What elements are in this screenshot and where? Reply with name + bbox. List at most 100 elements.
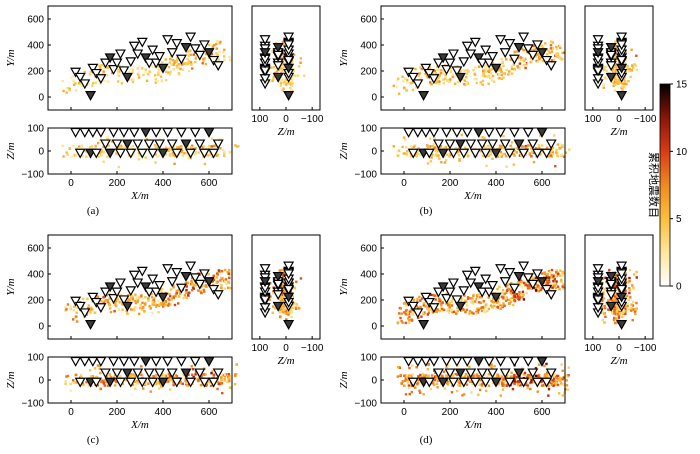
event-point — [449, 78, 452, 81]
station-marker — [111, 368, 123, 379]
event-point — [157, 304, 161, 307]
event-point — [177, 146, 180, 149]
station-marker — [175, 54, 187, 65]
event-point — [463, 294, 466, 297]
event-point — [403, 379, 407, 383]
event-point — [190, 144, 194, 148]
station-marker — [423, 68, 435, 79]
event-point — [450, 391, 454, 394]
event-point — [436, 386, 439, 389]
event-point — [168, 388, 172, 391]
event-point — [107, 65, 110, 69]
event-point — [200, 383, 203, 387]
station-marker — [473, 127, 485, 138]
event-point — [203, 162, 207, 166]
event-point — [448, 305, 451, 308]
event-point — [465, 308, 469, 312]
event-point — [526, 375, 529, 379]
x-tick-label: 200 — [442, 178, 459, 189]
event-point — [186, 384, 189, 387]
event-point — [624, 312, 627, 316]
event-point — [631, 284, 634, 287]
event-point — [283, 83, 286, 86]
event-point — [506, 283, 510, 286]
event-point — [194, 55, 198, 58]
station-marker — [154, 281, 166, 291]
event-point — [614, 82, 618, 85]
station-marker — [171, 148, 183, 159]
event-point — [471, 302, 474, 305]
event-point — [496, 77, 500, 80]
stations — [70, 32, 295, 159]
event-point — [441, 374, 444, 378]
event-point — [141, 373, 145, 377]
event-point — [427, 374, 431, 377]
station-marker — [125, 57, 137, 68]
event-point — [613, 44, 617, 48]
event-point — [490, 366, 494, 369]
y-tick-label: 200 — [360, 296, 377, 307]
event-point — [167, 147, 171, 150]
event-point — [631, 318, 634, 322]
event-point — [392, 145, 395, 148]
station-marker — [114, 278, 126, 289]
event-point — [134, 301, 138, 305]
event-point — [269, 71, 272, 74]
event-point — [492, 80, 496, 83]
event-point — [183, 151, 186, 155]
event-point — [287, 311, 291, 314]
event-point — [138, 312, 141, 316]
event-point — [511, 303, 515, 307]
event-point — [490, 76, 493, 80]
event-point — [90, 84, 94, 88]
event-point — [617, 81, 621, 84]
station-marker — [541, 377, 553, 388]
event-point — [186, 51, 190, 54]
event-point — [137, 296, 141, 299]
station-marker — [407, 72, 419, 83]
z-tick-label: 100 — [585, 114, 602, 125]
y-tick-label: 0 — [371, 322, 377, 333]
event-point — [165, 70, 168, 74]
station-marker — [189, 273, 201, 284]
event-point — [558, 142, 562, 145]
event-point — [211, 45, 215, 48]
station-marker — [150, 58, 162, 69]
event-point — [407, 318, 411, 322]
event-point — [626, 304, 629, 308]
event-point — [556, 285, 560, 288]
event-point — [547, 394, 550, 397]
event-point — [282, 87, 285, 90]
event-point — [75, 320, 79, 323]
x-tick-label: 600 — [534, 178, 551, 189]
event-point — [462, 82, 466, 86]
event-point — [222, 55, 226, 58]
event-point — [106, 80, 109, 83]
station-marker — [465, 278, 477, 289]
event-point — [565, 384, 569, 387]
event-point — [121, 146, 124, 150]
event-point — [556, 151, 560, 154]
event-point — [520, 293, 523, 296]
station-marker — [154, 52, 166, 62]
x-tick-label: 600 — [201, 178, 218, 189]
event-point — [450, 300, 453, 303]
event-point — [169, 55, 172, 58]
event-point — [527, 287, 530, 290]
station-marker — [150, 287, 162, 298]
y-tick-label: 400 — [360, 270, 377, 281]
event-point — [290, 315, 293, 319]
event-point — [102, 72, 105, 76]
event-point — [534, 374, 538, 378]
event-point — [634, 64, 638, 67]
event-point — [540, 380, 544, 383]
event-point — [516, 297, 520, 300]
event-point — [629, 296, 632, 299]
event-point — [216, 387, 219, 391]
station-marker — [70, 67, 82, 78]
event-point — [216, 273, 220, 277]
event-point — [177, 63, 180, 66]
event-point — [392, 84, 395, 88]
event-point — [501, 295, 504, 299]
event-point — [418, 295, 421, 299]
